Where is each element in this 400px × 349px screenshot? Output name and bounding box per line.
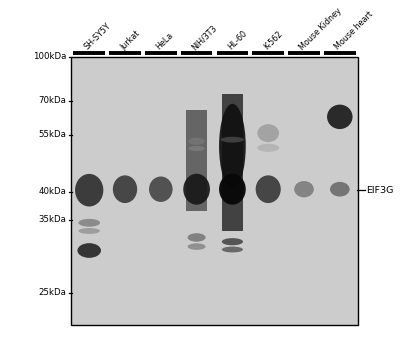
Text: Mouse heart: Mouse heart — [334, 10, 375, 52]
Ellipse shape — [294, 181, 314, 198]
Text: Mouse Kidney: Mouse Kidney — [298, 6, 344, 52]
Ellipse shape — [258, 144, 279, 152]
Bar — [71, 57, 358, 326]
Ellipse shape — [219, 104, 246, 188]
Ellipse shape — [149, 177, 172, 202]
Ellipse shape — [188, 138, 205, 145]
Ellipse shape — [78, 243, 101, 258]
Ellipse shape — [219, 174, 246, 205]
Ellipse shape — [222, 238, 243, 245]
Text: 40kDa: 40kDa — [39, 187, 67, 196]
Bar — [186, 110, 207, 211]
Text: 55kDa: 55kDa — [39, 130, 67, 139]
Ellipse shape — [330, 182, 350, 196]
Bar — [222, 94, 243, 231]
Ellipse shape — [183, 174, 210, 205]
Ellipse shape — [256, 175, 281, 203]
Ellipse shape — [188, 146, 205, 151]
Ellipse shape — [327, 105, 352, 129]
Text: 25kDa: 25kDa — [39, 288, 67, 297]
Text: HL-60: HL-60 — [226, 29, 249, 52]
Ellipse shape — [188, 243, 206, 250]
Ellipse shape — [222, 247, 243, 252]
Text: Jurkat: Jurkat — [119, 29, 142, 52]
Ellipse shape — [188, 233, 206, 242]
Ellipse shape — [78, 228, 100, 234]
Text: 35kDa: 35kDa — [39, 215, 67, 224]
Text: K-562: K-562 — [262, 29, 284, 52]
Text: EIF3G: EIF3G — [366, 186, 394, 195]
Text: 70kDa: 70kDa — [39, 96, 67, 105]
Text: HeLa: HeLa — [154, 31, 175, 52]
Ellipse shape — [78, 219, 100, 227]
Text: 100kDa: 100kDa — [33, 52, 67, 61]
Text: SH-SY5Y: SH-SY5Y — [83, 22, 113, 52]
Bar — [71, 57, 358, 326]
Ellipse shape — [113, 175, 137, 203]
Ellipse shape — [75, 174, 103, 207]
Text: NIH/3T3: NIH/3T3 — [190, 23, 219, 52]
Ellipse shape — [258, 124, 279, 142]
Ellipse shape — [221, 137, 244, 143]
